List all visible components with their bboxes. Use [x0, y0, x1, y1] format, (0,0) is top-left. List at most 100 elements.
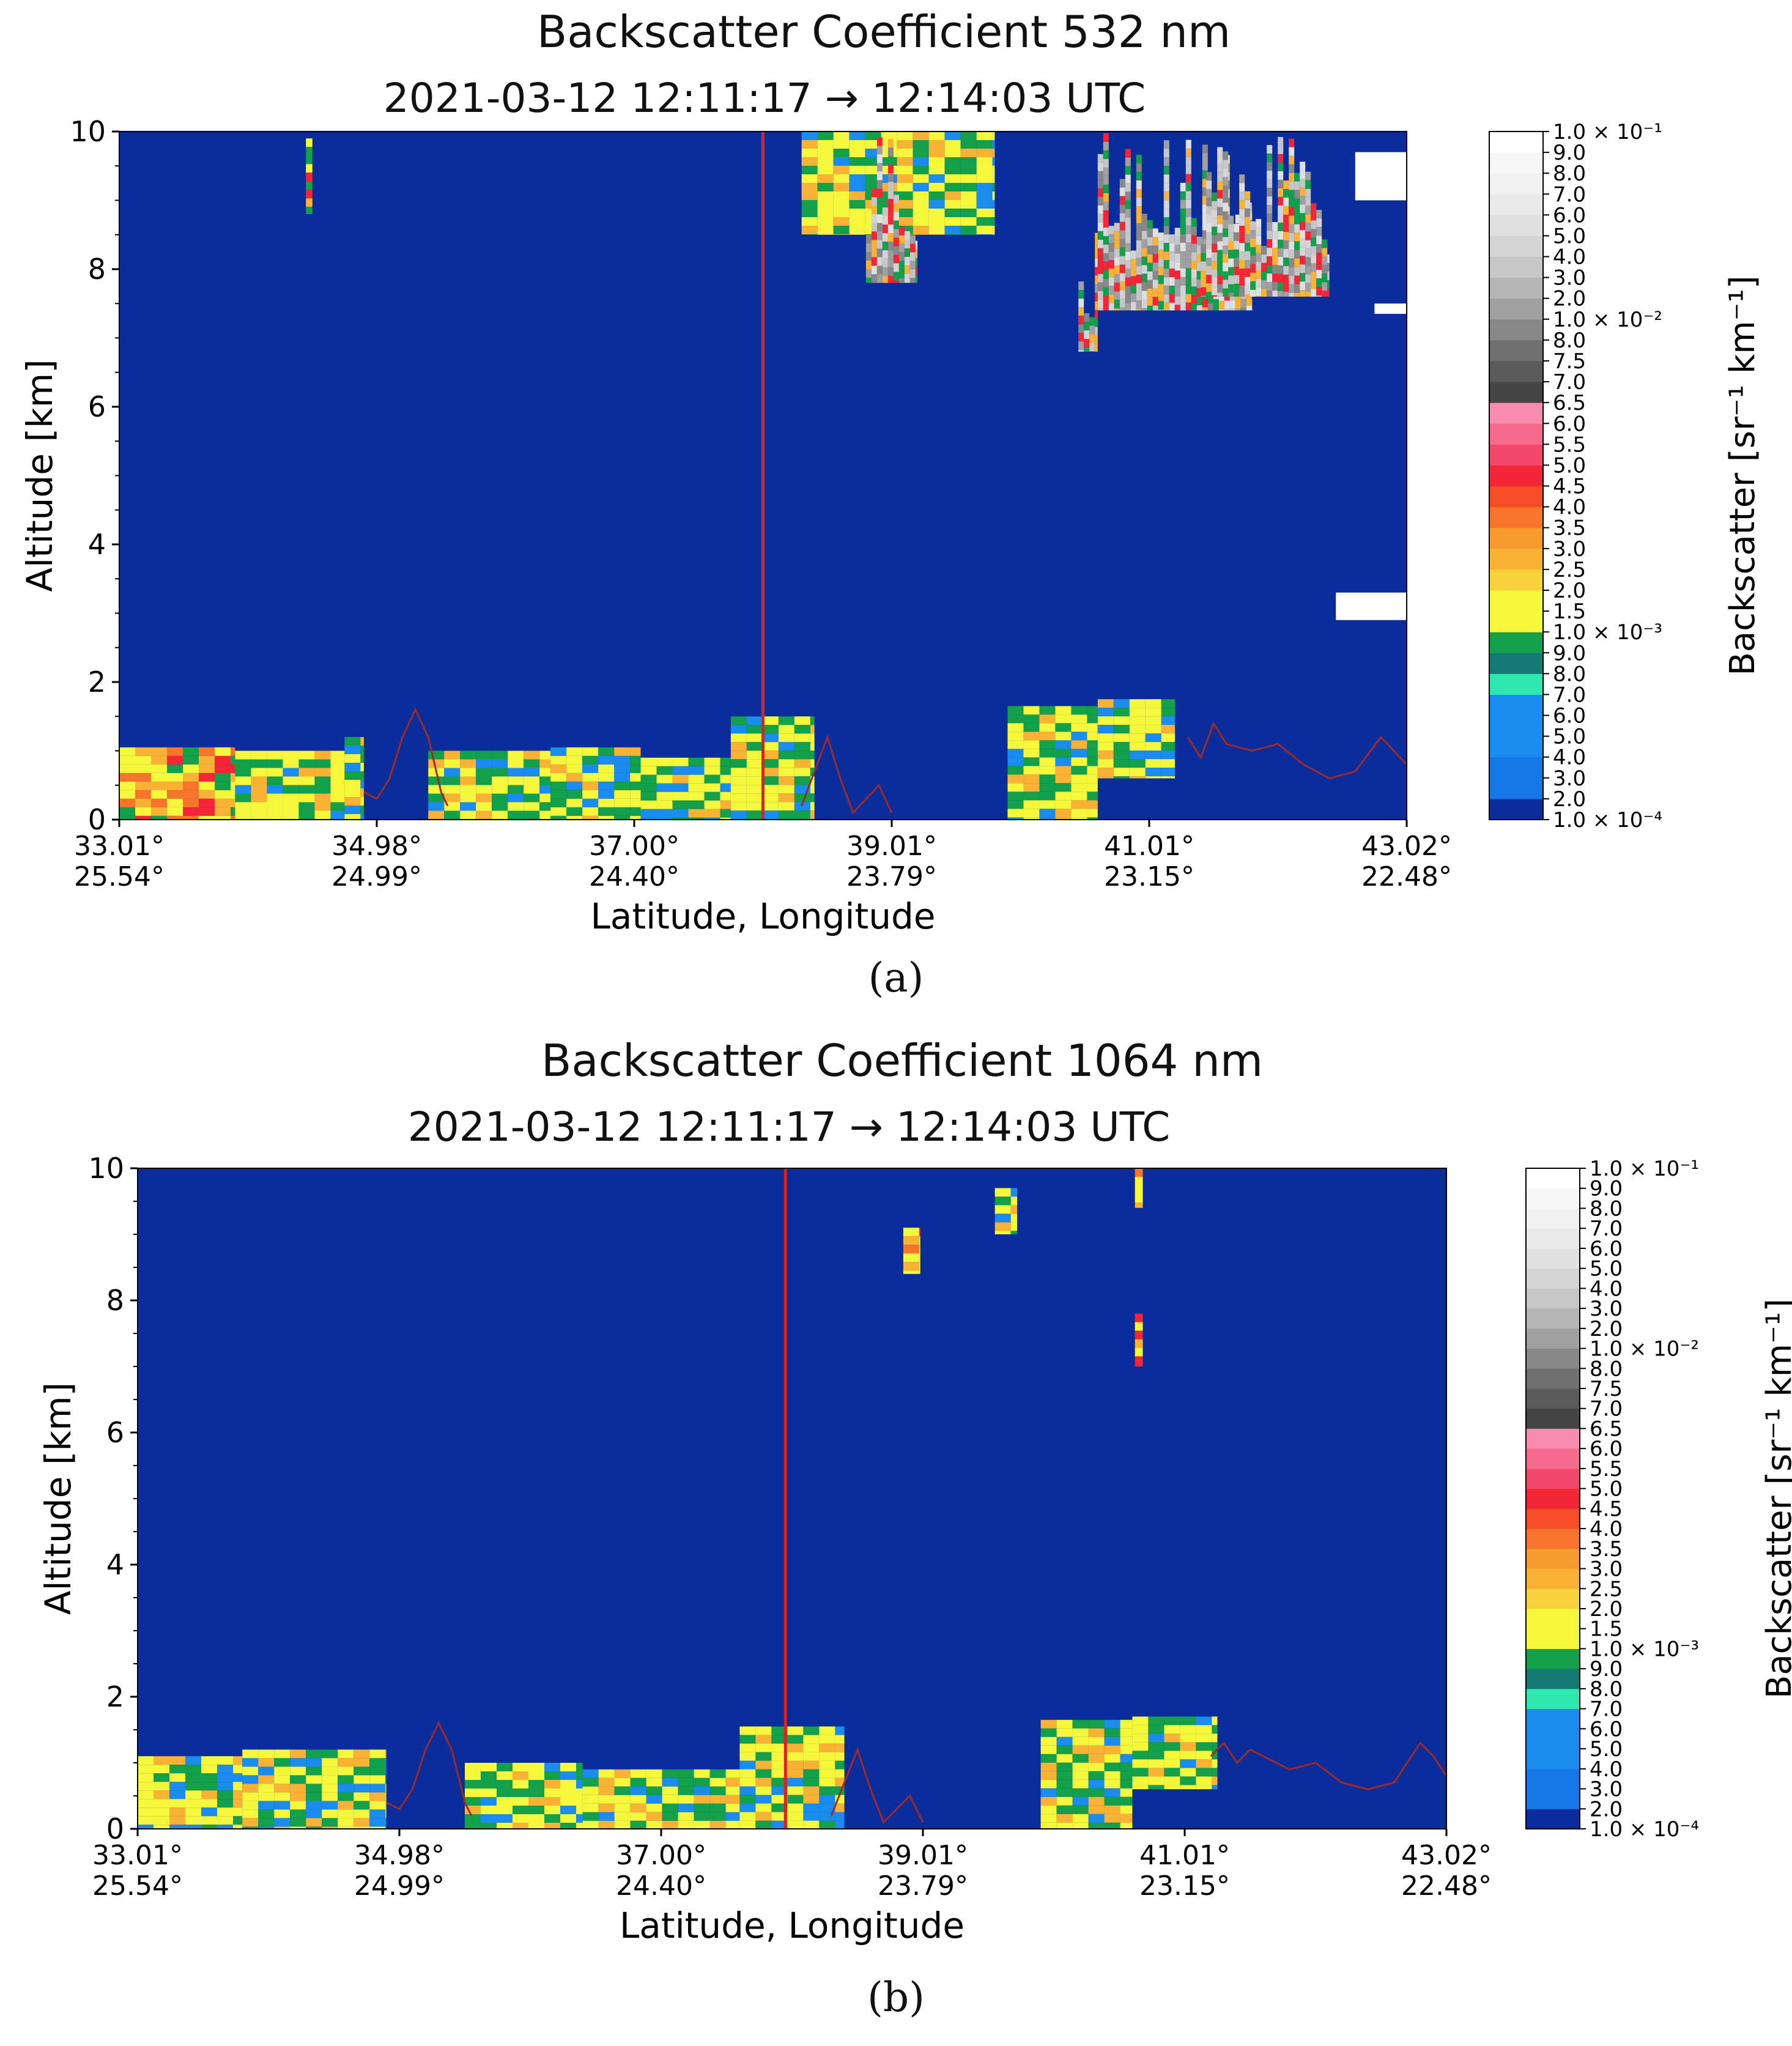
backscatter-region: [1078, 232, 1098, 352]
region-cell: [1129, 716, 1146, 725]
region-cell: [1141, 222, 1147, 231]
region-cell: [1191, 252, 1197, 261]
region-cell: [1095, 344, 1098, 352]
region-cell: [817, 166, 834, 174]
region-cell: [794, 742, 810, 751]
region-cell: [739, 1769, 756, 1778]
region-cell: [1104, 1754, 1120, 1763]
region-cell: [755, 1777, 772, 1787]
region-cell: [344, 746, 361, 754]
region-cell: [497, 1814, 513, 1823]
region-cell: [1039, 774, 1056, 784]
region-cell: [354, 1766, 370, 1776]
region-cell: [1228, 275, 1234, 284]
region-cell: [274, 1792, 291, 1801]
region-cell: [1113, 708, 1130, 717]
region-cell: [1322, 239, 1328, 248]
region-cell: [465, 1788, 481, 1797]
colorbar-tick-label: 7.0: [1553, 182, 1586, 207]
region-cell: [217, 1790, 233, 1800]
region-cell: [576, 1780, 583, 1788]
colorbar-tick-label: 9.0: [1553, 641, 1586, 665]
region-cell: [1223, 202, 1229, 212]
region-cell: [646, 1812, 662, 1821]
backscatter-region: [465, 1763, 583, 1829]
region-cell: [1239, 234, 1245, 243]
region-cell: [1191, 295, 1197, 304]
region-cell: [803, 1769, 820, 1778]
region-cell: [369, 1758, 386, 1767]
region-cell: [344, 737, 361, 746]
colorbar-tick-label: 4.0: [1553, 245, 1586, 270]
region-cell: [251, 810, 267, 820]
region-cell: [810, 776, 815, 785]
region-cell: [835, 1769, 845, 1778]
region-cell: [1071, 791, 1087, 801]
region-cell: [656, 757, 673, 766]
region-cell: [344, 754, 361, 763]
region-cell: [1141, 231, 1147, 240]
region-cell: [1267, 291, 1273, 297]
region-cell: [330, 793, 345, 802]
region-cell: [183, 807, 199, 816]
region-cell: [1056, 1796, 1073, 1806]
region-cell: [1040, 1745, 1057, 1754]
region-cell: [582, 815, 599, 820]
region-cell: [497, 1823, 513, 1829]
region-cell: [1239, 200, 1245, 209]
region-cell: [778, 751, 794, 760]
colorbar-swatch: [1526, 1749, 1580, 1770]
region-cell: [138, 1799, 154, 1808]
region-cell: [944, 166, 961, 174]
region-cell: [1072, 1779, 1089, 1788]
region-cell: [528, 1814, 544, 1823]
region-cell: [1261, 254, 1267, 263]
region-cell: [1125, 157, 1131, 166]
region-cell: [1125, 200, 1131, 209]
region-cell: [1132, 1759, 1149, 1768]
region-cell: [1305, 180, 1311, 189]
region-cell: [656, 809, 673, 818]
region-cell: [1072, 1719, 1089, 1729]
region-cell: [1056, 1719, 1073, 1729]
colorbar-tick-label: 3.0: [1553, 537, 1586, 562]
region-cell: [1283, 292, 1289, 297]
region-cell: [893, 229, 899, 238]
region-cell: [739, 1760, 756, 1770]
region-cell: [817, 132, 834, 140]
region-cell: [444, 751, 461, 760]
colorbar-tick-label: 8.0: [1590, 1357, 1623, 1381]
chart-subtitle: 2021-03-12 12:11:17 → 12:14:03 UTC: [407, 1103, 1171, 1151]
region-cell: [1267, 256, 1273, 265]
region-cell: [582, 764, 599, 773]
region-cell: [1010, 1188, 1018, 1197]
region-cell: [794, 751, 810, 760]
region-cell: [1108, 269, 1114, 278]
colorbar-swatch: [1489, 777, 1543, 799]
region-cell: [1129, 742, 1146, 751]
colorbar-tick-label: 3.0: [1553, 766, 1586, 791]
region-cell: [882, 276, 888, 283]
region-cell: [306, 1784, 322, 1793]
region-cell: [306, 190, 313, 199]
region-cell: [1322, 256, 1328, 265]
region-cell: [1278, 145, 1284, 154]
region-cell: [1130, 259, 1136, 268]
region-cell: [876, 206, 883, 215]
region-cell: [135, 773, 151, 782]
region-cell: [1174, 228, 1180, 237]
region-cell: [915, 258, 918, 267]
region-cell: [1088, 1814, 1105, 1823]
region-cell: [1311, 289, 1317, 297]
backscatter-region: [1007, 706, 1098, 820]
region-cell: [865, 252, 872, 261]
region-cell: [614, 1769, 631, 1778]
region-cell: [1217, 164, 1223, 173]
region-cell: [1191, 218, 1197, 227]
region-cell: [876, 137, 883, 146]
region-cell: [242, 1766, 259, 1776]
region-cell: [185, 1782, 201, 1791]
region-cell: [1202, 239, 1208, 248]
region-cell: [1316, 270, 1322, 279]
region-cell: [992, 217, 995, 226]
